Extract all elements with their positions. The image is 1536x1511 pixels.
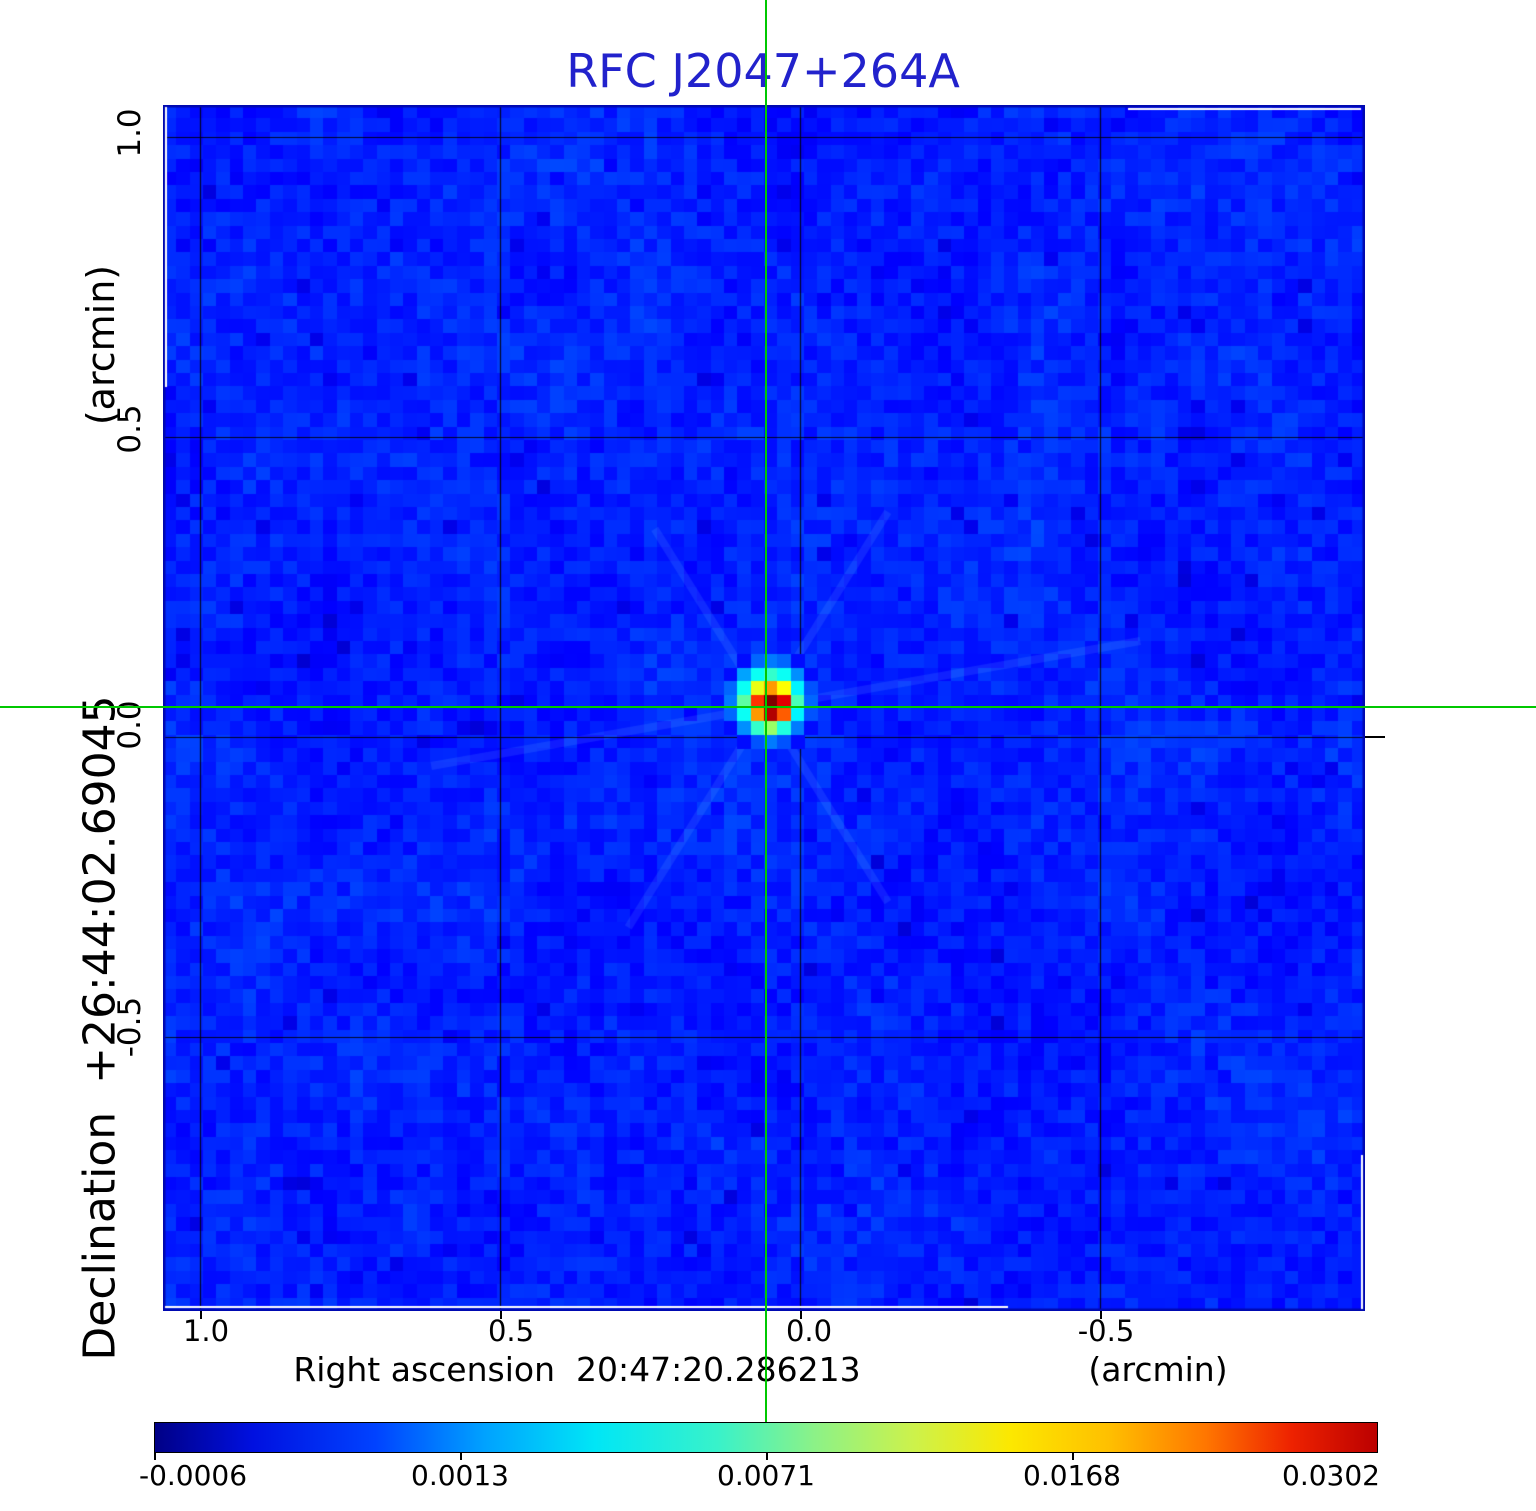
colorbar-tickmark-4 — [1072, 1453, 1074, 1460]
x-bottom-tick-1 — [200, 1311, 202, 1319]
x-axis-tick-4: -0.5 — [1077, 1314, 1135, 1348]
x-axis-label: Right ascension 20:47:20.286213 — [293, 1350, 861, 1389]
x-axis-tick-2: 0.5 — [487, 1314, 535, 1348]
x-bottom-tick-4 — [1100, 1311, 1102, 1319]
sky-map — [163, 105, 1365, 1311]
figure-title: RFC J2047+264A — [566, 44, 960, 98]
x-axis-tick-3: 0.0 — [785, 1314, 833, 1348]
colorbar-tick-label-5: 0.0302 — [1282, 1459, 1380, 1492]
sky-map-canvas — [163, 105, 1365, 1311]
x-axis-unit: (arcmin) — [1088, 1350, 1228, 1389]
declination-zero-right-tick — [1365, 736, 1385, 738]
colorbar-tickmark-1 — [154, 1453, 156, 1460]
colorbar-tick-label-1: -0.0006 — [138, 1459, 248, 1492]
colorbar-tick-label-3: 0.0071 — [717, 1459, 815, 1492]
colorbar-tick-label-2: 0.0013 — [411, 1459, 509, 1492]
crosshair-vertical-line — [765, 0, 767, 1422]
crosshair-horizontal-line — [0, 706, 1536, 708]
x-bottom-tick-2 — [500, 1311, 502, 1319]
x-bottom-tick-3 — [800, 1311, 802, 1319]
colorbar-tickmark-2 — [460, 1453, 462, 1460]
y-axis-unit: (arcmin) — [79, 264, 123, 426]
y-axis-tick-1: 1.0 — [112, 108, 148, 158]
y-axis-label: Declination +26:44:02.69045 — [74, 695, 126, 1361]
colorbar-tickmark-3 — [766, 1453, 768, 1460]
colorbar-tick-label-4: 0.0168 — [1023, 1459, 1121, 1492]
x-axis-tick-1: 1.0 — [182, 1314, 230, 1348]
colorbar-gradient — [154, 1422, 1378, 1453]
